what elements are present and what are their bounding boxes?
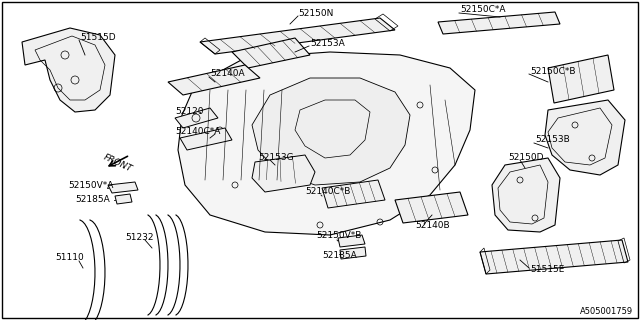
Polygon shape <box>545 100 625 175</box>
Polygon shape <box>338 235 365 247</box>
Polygon shape <box>340 247 366 259</box>
Text: 52153A: 52153A <box>310 39 345 49</box>
Text: 52140C*A: 52140C*A <box>175 127 220 137</box>
Polygon shape <box>492 158 560 232</box>
Text: FRONT: FRONT <box>102 152 134 173</box>
Text: 52150C*A: 52150C*A <box>460 5 506 14</box>
Text: 52153B: 52153B <box>535 135 570 145</box>
Text: 52185A: 52185A <box>75 196 109 204</box>
Text: 52120: 52120 <box>175 108 204 116</box>
Polygon shape <box>438 12 560 34</box>
Text: 52140C*B: 52140C*B <box>305 188 350 196</box>
Text: 52140B: 52140B <box>415 220 450 229</box>
Polygon shape <box>480 240 628 274</box>
Polygon shape <box>180 128 232 150</box>
Polygon shape <box>548 55 614 103</box>
Text: A505001759: A505001759 <box>580 308 633 316</box>
Text: 52150N: 52150N <box>298 10 333 19</box>
Text: 51515D: 51515D <box>80 33 116 42</box>
Text: 52185A: 52185A <box>322 251 356 260</box>
Text: 52150V*A: 52150V*A <box>68 181 113 190</box>
Polygon shape <box>252 78 410 185</box>
Text: 52140A: 52140A <box>210 69 244 78</box>
Polygon shape <box>252 155 315 192</box>
Polygon shape <box>22 28 115 112</box>
Text: 52150C*B: 52150C*B <box>530 68 575 76</box>
Text: 51110: 51110 <box>55 253 84 262</box>
Text: 52150V*B: 52150V*B <box>316 231 362 241</box>
Polygon shape <box>178 52 475 235</box>
Polygon shape <box>168 65 260 95</box>
Polygon shape <box>115 194 132 204</box>
Polygon shape <box>395 192 468 223</box>
Polygon shape <box>232 38 310 68</box>
Text: 52153G: 52153G <box>258 153 294 162</box>
Polygon shape <box>322 180 385 208</box>
Polygon shape <box>200 18 395 54</box>
Polygon shape <box>108 182 138 193</box>
Text: 52150D: 52150D <box>508 154 543 163</box>
Polygon shape <box>175 108 218 128</box>
Text: 51232: 51232 <box>125 234 154 243</box>
Text: 51515E: 51515E <box>530 266 564 275</box>
